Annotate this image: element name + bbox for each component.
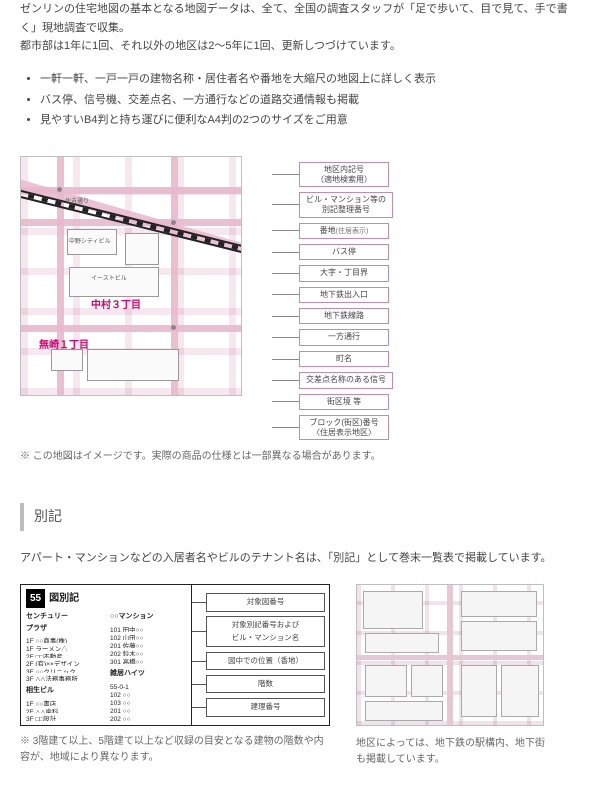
bekki-line: 301 高橋○○ <box>110 657 186 664</box>
bldg-label: 中野シティビル <box>69 237 111 247</box>
legend-item: 街区境 等 <box>299 394 389 410</box>
underground-note: 地区によっては、地下鉄の駅構内、地下街も掲載しています。 <box>356 736 546 768</box>
legend-item: 一方通行 <box>299 329 389 345</box>
bldg-label: イーストビル <box>91 274 127 284</box>
bekki-group-head: ○○マンション <box>110 611 186 623</box>
legend-item: 町名 <box>299 351 389 367</box>
bekki-line: 201 佐藤○○ <box>110 641 186 648</box>
bekki-figure: 55 図別記 センチュリー プラザ 1F ○○商事(株) 1F ラーメン△ 2F… <box>20 584 330 726</box>
bekki-line: 1F ラーメン△ <box>26 644 102 651</box>
bekki-intro: アパート・マンションなどの入居者名やビルのテナント名は、「別記」として巻末一覧表… <box>20 549 581 568</box>
intro-line-1: ゼンリンの住宅地図の基本となる地図データは、全て、全国の調査スタッフが「足で歩い… <box>20 3 568 34</box>
bekki-badge: 55 <box>26 589 45 608</box>
bekki-line: 102 ○○ <box>110 690 186 697</box>
legend-item: 大字・丁目界 <box>299 265 389 281</box>
bekki-legend-item: 図中での位置（香地） <box>206 652 325 671</box>
area-label: 無崎１丁目 <box>39 337 89 354</box>
feature-list: 一軒一軒、一戸一戸の建物名称・居住者名や番地を大縮尺の地図上に詳しく表示 バス停… <box>20 70 581 130</box>
street-label: 住吉通り <box>65 197 89 207</box>
section-heading-bekki: 別記 <box>20 503 581 531</box>
bekki-legend-item: 建理番号 <box>206 698 325 717</box>
bekki-line: 2F △△歯科 <box>26 707 102 714</box>
bekki-legend-item: 対象別記番号および ビル・マンション名 <box>206 616 325 648</box>
bekki-line: 102 山田○○ <box>110 633 186 640</box>
bekki-line: 103 ○○ <box>110 698 186 705</box>
bekki-line: 3F ○○クリニック <box>26 667 102 674</box>
bekki-line: 55-0-1 <box>110 682 186 689</box>
legend-item: 地下鉄線路 <box>299 308 389 324</box>
bekki-line: 201 ○○ <box>110 706 186 713</box>
bekki-legend-item: 階数 <box>206 675 325 694</box>
feature-item: 一軒一軒、一戸一戸の建物名称・居住者名や番地を大縮尺の地図上に詳しく表示 <box>40 70 581 89</box>
map-disclaimer: ※ この地図はイメージです。実際の商品の仕様とは一部異なる場合があります。 <box>20 448 393 465</box>
map-legend: 地区内記号 （適地検索用） ビル・マンション等の 別記整理番号 番地(住居表示)… <box>272 156 393 440</box>
bekki-line: 1F ○○商事(株) <box>26 636 102 643</box>
area-label: 中村３丁目 <box>91 297 141 314</box>
legend-item: 地区内記号 （適地検索用） <box>299 162 389 187</box>
bekki-group-head: 相生ビル <box>26 685 102 697</box>
bekki-legend: 対象図番号 対象別記番号および ビル・マンション名 図中での位置（香地） 階数 … <box>192 585 329 725</box>
bekki-legend-item: 対象図番号 <box>206 593 325 612</box>
legend-item: バス停 <box>299 244 389 260</box>
bekki-line: 2F □□不動産 <box>26 652 102 659</box>
underground-map <box>356 584 544 726</box>
sample-map-figure: 住吉通り 中野シティビル イーストビル 中村３丁目 無崎１丁目 地区内記号 （適… <box>20 156 393 489</box>
bekki-line: 202 ○○ <box>110 714 186 721</box>
bekki-line: 202 鈴木○○ <box>110 649 186 656</box>
bekki-line: 101 田中○○ <box>110 625 186 632</box>
bekki-title: 図別記 <box>49 590 79 607</box>
legend-item: 地下鉄出入口 <box>299 287 389 303</box>
sample-map: 住吉通り 中野シティビル イーストビル 中村３丁目 無崎１丁目 <box>20 156 242 396</box>
bekki-line: 3F △△法務事務所 <box>26 674 102 681</box>
legend-item: ブロック(街区)番号 〈住居表示地区〉 <box>299 415 389 440</box>
legend-item: 交差点名称のある信号 <box>299 372 393 388</box>
bekki-group-head: センチュリー プラザ <box>26 611 102 635</box>
legend-item: 番地(住居表示) <box>299 223 389 239</box>
bekki-line: 3F □□設計 <box>26 714 102 721</box>
bekki-note: ※ 3階建て以上、5階建て以上など収録の目安となる建物の階数や内容が、地域により… <box>20 734 330 766</box>
bekki-group-head: 雑居ハイツ <box>110 668 186 680</box>
feature-item: バス停、信号機、交差点名、一方通行などの道路交通情報も掲載 <box>40 91 581 110</box>
bekki-line: 2F (有)××デザイン <box>26 659 102 666</box>
intro-line-2: 都市部は1年に1回、それ以外の地区は2〜5年に1回、更新しつづけています。 <box>20 40 401 52</box>
feature-item: 見やすいB4判と持ち運びに便利なA4判の2つのサイズをご用意 <box>40 111 581 130</box>
legend-item: ビル・マンション等の 別記整理番号 <box>299 192 393 217</box>
